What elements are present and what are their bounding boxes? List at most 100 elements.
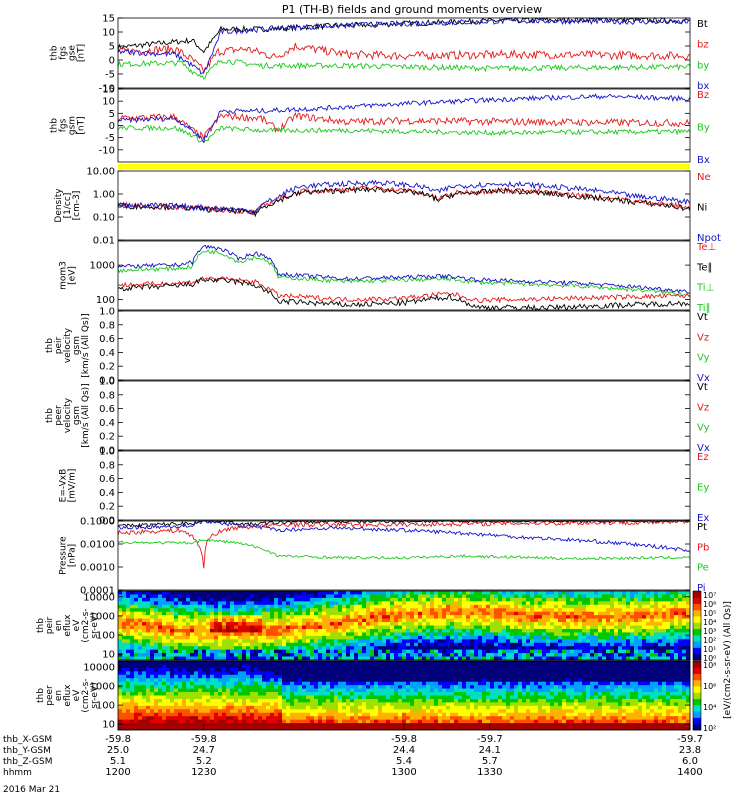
spectrogram-cell: [178, 632, 182, 636]
spectrogram-cell: [546, 601, 550, 605]
spectrogram-cell: [334, 650, 338, 654]
spectrogram-cell: [366, 629, 370, 633]
spectrogram-cell: [614, 605, 618, 609]
spectrogram-cell: [446, 636, 450, 640]
spectrogram-cell: [430, 671, 434, 675]
spectrogram-cell: [178, 622, 182, 626]
spectrogram-cell: [662, 646, 666, 650]
spectrogram-cell: [302, 598, 306, 602]
spectrogram-cell: [334, 685, 338, 689]
spectrogram-cell: [254, 591, 258, 595]
spectrogram-cell: [386, 699, 390, 703]
spectrogram-cell: [222, 664, 226, 668]
spectrogram-cell: [330, 598, 334, 602]
spectrogram-cell: [534, 608, 538, 612]
spectrogram-cell: [618, 639, 622, 643]
spectrogram-cell: [266, 692, 270, 696]
spectrogram-cell: [262, 682, 266, 686]
spectrogram-cell: [154, 661, 158, 665]
spectrogram-cell: [126, 626, 130, 630]
spectrogram-cell: [478, 643, 482, 647]
spectrogram-cell: [374, 643, 378, 647]
spectrogram-cell: [170, 709, 174, 713]
spectrogram-cell: [330, 678, 334, 682]
spectrogram-cell: [190, 639, 194, 643]
spectrogram-cell: [266, 723, 270, 727]
spectrogram-cell: [178, 678, 182, 682]
spectrogram-cell: [574, 594, 578, 598]
spectrogram-cell: [426, 653, 430, 657]
spectrogram-cell: [438, 689, 442, 693]
spectrogram-cell: [122, 601, 126, 605]
spectrogram-cell: [146, 622, 150, 626]
spectrogram-cell: [526, 636, 530, 640]
spectrogram-cell: [654, 629, 658, 633]
spectrogram-cell: [622, 615, 626, 619]
spectrogram-cell: [446, 601, 450, 605]
spectrogram-cell: [434, 591, 438, 595]
spectrogram-cell: [462, 639, 466, 643]
spectrogram-cell: [134, 689, 138, 693]
spectrogram-cell: [642, 632, 646, 636]
spectrogram-cell: [618, 622, 622, 626]
spectrogram-cell: [534, 639, 538, 643]
spectrogram-cell: [470, 702, 474, 706]
spectrogram-cell: [146, 636, 150, 640]
spectrogram-cell: [234, 699, 238, 703]
spectrogram-cell: [518, 629, 522, 633]
spectrogram-cell: [166, 622, 170, 626]
spectrogram-cell: [342, 639, 346, 643]
spectrogram-cell: [254, 601, 258, 605]
spectrogram-cell: [666, 646, 670, 650]
spectrogram-cell: [310, 668, 314, 672]
spectrogram-cell: [394, 664, 398, 668]
spectrogram-cell: [482, 685, 486, 689]
spectrogram-cell: [450, 650, 454, 654]
spectrogram-cell: [306, 608, 310, 612]
spectrogram-cell: [582, 636, 586, 640]
spectrogram-cell: [546, 636, 550, 640]
spectrogram-cell: [478, 696, 482, 700]
spectrogram-cell: [398, 664, 402, 668]
spectrogram-cell: [454, 685, 458, 689]
spectrogram-cell: [318, 699, 322, 703]
spectrogram-cell: [610, 636, 614, 640]
spectrogram-cell: [162, 591, 166, 595]
spectrogram-cell: [386, 713, 390, 717]
spectrogram-cell: [210, 622, 214, 626]
spectrogram-cell: [126, 706, 130, 710]
spectrogram-cell: [494, 605, 498, 609]
spectrogram-cell: [166, 643, 170, 647]
spectrogram-cell: [150, 682, 154, 686]
spectrogram-cell: [354, 632, 358, 636]
spectrogram-cell: [346, 653, 350, 657]
spectrogram-cell: [150, 629, 154, 633]
spectrogram-cell: [290, 632, 294, 636]
spectrogram-cell: [418, 612, 422, 616]
spectrogram-cell: [674, 646, 678, 650]
spectrogram-cell: [586, 594, 590, 598]
spectrogram-cell: [330, 720, 334, 724]
spectrogram-cell: [502, 608, 506, 612]
spectrogram-cell: [174, 598, 178, 602]
spectrogram-cell: [482, 626, 486, 630]
spectrogram-cell: [158, 594, 162, 598]
spectrogram-cell: [290, 643, 294, 647]
spectrogram-cell: [298, 612, 302, 616]
spectrogram-cell: [290, 706, 294, 710]
spectrogram-cell: [338, 650, 342, 654]
spectrogram-cell: [394, 653, 398, 657]
spectrogram-cell: [366, 706, 370, 710]
spectrogram-cell: [282, 713, 286, 717]
spectrogram-cell: [326, 678, 330, 682]
spectrogram-cell: [490, 632, 494, 636]
spectrogram-cell: [322, 668, 326, 672]
spectrogram-cell: [150, 689, 154, 693]
spectrogram-cell: [474, 675, 478, 679]
spectrogram-cell: [186, 612, 190, 616]
spectrogram-cell: [458, 619, 462, 623]
spectrogram-cell: [130, 716, 134, 720]
spectrogram-cell: [306, 650, 310, 654]
spectrogram-cell: [286, 682, 290, 686]
spectrogram-cell: [218, 646, 222, 650]
